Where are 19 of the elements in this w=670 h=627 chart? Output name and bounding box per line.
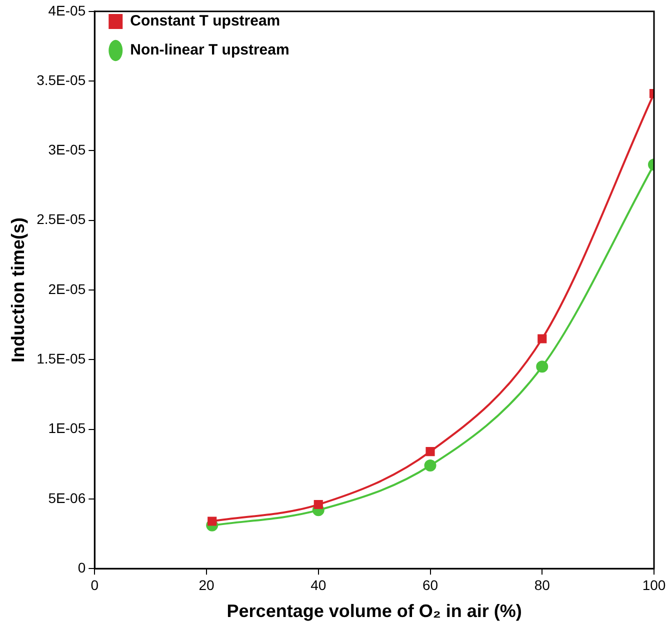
- x-tick-label: 80: [534, 576, 550, 593]
- y-tick-label: 1E-05: [48, 420, 86, 436]
- y-axis-title: Induction time(s): [8, 218, 28, 362]
- y-tick-label: 1.5E-05: [36, 350, 86, 367]
- x-tick-label: 60: [422, 576, 438, 593]
- x-axis-title: Percentage volume of O₂ in air (%): [226, 601, 522, 622]
- x-tick-label: 40: [310, 576, 326, 593]
- x-tick-label: 20: [198, 576, 215, 593]
- y-tick-label: 3.5E-05: [36, 72, 86, 88]
- y-tick-label: 3E-05: [48, 142, 86, 158]
- legend-label: Constant T upstream: [130, 12, 280, 30]
- y-tick-label: 5E-06: [48, 490, 86, 506]
- x-tick-label: 0: [90, 576, 99, 593]
- x-tick-label: 100: [642, 576, 666, 593]
- y-tick-label: 2.5E-05: [36, 211, 86, 228]
- legend-label: Non-linear T upstream: [130, 42, 290, 59]
- y-tick-label: 0: [78, 559, 86, 576]
- y-tick-label: 2E-05: [48, 280, 86, 297]
- y-tick-label: 4E-05: [48, 2, 86, 18]
